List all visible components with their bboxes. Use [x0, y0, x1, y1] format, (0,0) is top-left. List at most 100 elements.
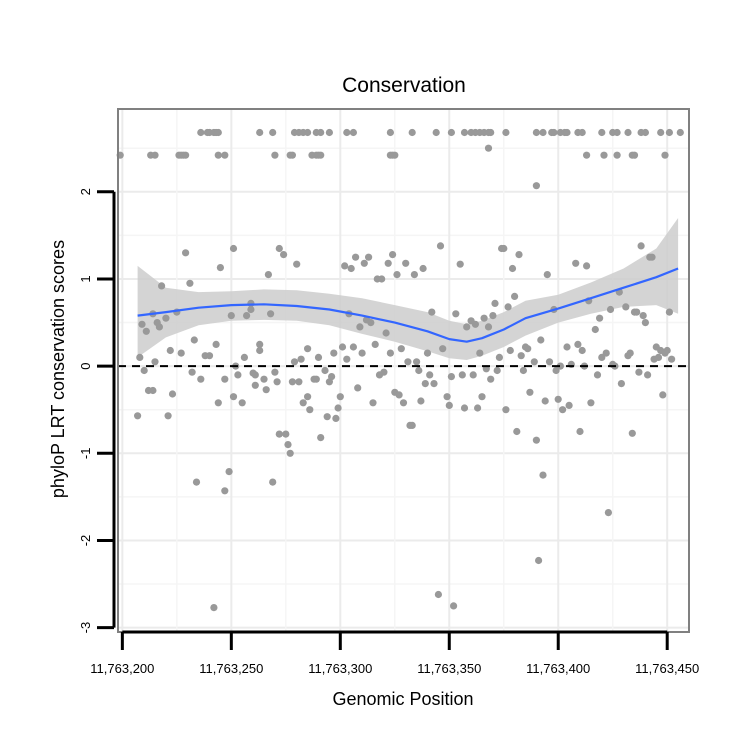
- data-point: [452, 310, 460, 318]
- data-point: [432, 128, 440, 137]
- data-point: [269, 478, 277, 486]
- data-point: [668, 355, 676, 363]
- data-point: [489, 312, 497, 320]
- data-point: [378, 275, 386, 283]
- data-point: [633, 308, 641, 316]
- data-point: [273, 378, 281, 386]
- data-point: [234, 371, 242, 379]
- data-point: [317, 128, 325, 137]
- data-point: [617, 380, 626, 388]
- data-point: [415, 366, 423, 375]
- y-tick-label: -1: [78, 448, 93, 460]
- data-point: [369, 399, 377, 407]
- data-point: [663, 346, 671, 355]
- data-point: [641, 319, 650, 327]
- data-point: [493, 366, 501, 375]
- data-point: [408, 128, 416, 137]
- data-point: [439, 345, 447, 353]
- data-point: [151, 358, 159, 366]
- data-point: [495, 353, 503, 361]
- data-point: [613, 128, 621, 137]
- smooth-fit-line: [137, 267, 679, 343]
- data-point: [304, 393, 312, 401]
- data-point: [430, 380, 438, 388]
- data-point: [476, 349, 484, 357]
- data-point: [556, 362, 565, 370]
- data-point: [456, 260, 464, 268]
- data-point: [168, 390, 177, 398]
- data-point: [214, 151, 222, 159]
- data-point: [402, 259, 410, 267]
- data-point: [349, 343, 357, 351]
- data-point: [413, 358, 421, 366]
- data-point: [182, 249, 190, 257]
- data-point: [572, 259, 580, 267]
- panel-border: [117, 108, 690, 633]
- data-point: [338, 343, 347, 351]
- data-point: [210, 604, 218, 612]
- data-point: [371, 340, 379, 348]
- data-points: [116, 128, 684, 612]
- data-point: [349, 128, 357, 137]
- data-point: [578, 346, 586, 355]
- data-point: [247, 305, 255, 314]
- data-point: [295, 378, 303, 386]
- data-point: [166, 346, 174, 355]
- data-point: [227, 312, 235, 320]
- y-tick-label: -3: [78, 622, 93, 634]
- data-point: [367, 319, 375, 327]
- data-point: [247, 299, 255, 307]
- data-point: [256, 340, 264, 348]
- data-point: [539, 128, 547, 137]
- data-point: [484, 323, 493, 331]
- data-point: [341, 262, 349, 270]
- data-point: [419, 264, 427, 273]
- data-point: [271, 368, 279, 376]
- data-point: [463, 323, 471, 331]
- data-point: [280, 251, 288, 259]
- data-point: [423, 349, 432, 357]
- data-point: [399, 399, 408, 407]
- data-point: [321, 366, 329, 375]
- data-point: [458, 371, 466, 379]
- data-point: [142, 327, 150, 335]
- data-point: [487, 128, 495, 137]
- data-point: [583, 262, 591, 270]
- data-point: [602, 349, 610, 357]
- data-point: [628, 429, 636, 437]
- data-point: [604, 508, 613, 517]
- data-point: [389, 251, 397, 259]
- chart-title: Conservation: [342, 74, 466, 97]
- data-point: [635, 368, 643, 376]
- data-point: [343, 355, 351, 363]
- data-point: [384, 259, 392, 267]
- data-point: [256, 128, 264, 137]
- data-point: [214, 128, 222, 137]
- data-point: [317, 434, 325, 442]
- data-point: [149, 386, 157, 395]
- data-point: [243, 312, 251, 320]
- data-point: [434, 590, 442, 599]
- data-point: [460, 404, 469, 412]
- data-point: [598, 353, 606, 361]
- data-point: [524, 345, 532, 353]
- data-point: [478, 393, 486, 401]
- data-point: [336, 393, 344, 401]
- data-point: [275, 430, 283, 438]
- data-point: [469, 371, 477, 379]
- data-point: [639, 312, 647, 320]
- data-point: [188, 368, 196, 376]
- data-point: [532, 128, 541, 137]
- data-point: [155, 323, 163, 331]
- data-point: [563, 343, 571, 351]
- data-point: [365, 253, 373, 261]
- data-point: [360, 259, 368, 267]
- data-point: [288, 151, 296, 159]
- data-point: [332, 414, 340, 422]
- data-point: [410, 271, 418, 279]
- data-point: [212, 340, 220, 348]
- data-point: [487, 375, 495, 383]
- data-point: [471, 320, 479, 328]
- data-point: [559, 406, 567, 414]
